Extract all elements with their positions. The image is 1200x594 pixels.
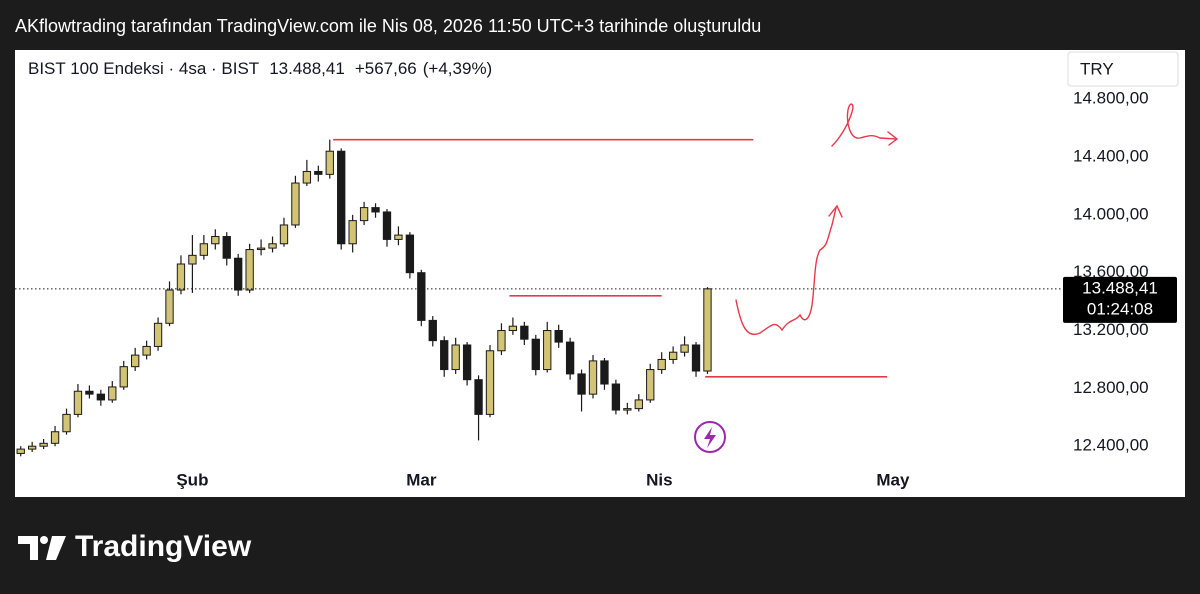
scribble-path	[831, 103, 897, 147]
candle-body	[153, 322, 163, 347]
arrow-head	[828, 204, 843, 218]
candle-body	[256, 247, 266, 251]
candle-body	[291, 182, 300, 226]
symbol-line: BIST 100 Endeksi · 4sa · BIST 13.488,41 +5…	[28, 59, 492, 78]
candle-body	[405, 234, 415, 274]
candle-body	[337, 150, 346, 245]
attribution: AKflowtrading tarafından TradingView.com…	[15, 16, 761, 36]
candle-body	[588, 360, 598, 395]
candle-body	[703, 288, 712, 372]
candle-body	[531, 338, 540, 371]
candle-body	[28, 445, 37, 450]
change-percent: (+4,39%)	[423, 59, 492, 78]
candle-body	[222, 236, 231, 259]
candle-body	[165, 289, 174, 324]
candle-body	[108, 386, 117, 401]
candle-body	[39, 442, 48, 447]
y-tick-label: 13.600,00	[1073, 262, 1149, 281]
candle-body	[554, 330, 563, 343]
candle-body	[440, 340, 449, 371]
candle-body	[176, 263, 186, 291]
candle-body	[634, 399, 643, 410]
candle-body	[646, 369, 655, 401]
y-tick-label: 14.800,00	[1073, 89, 1149, 108]
candle-body	[497, 330, 506, 352]
candle-body	[565, 341, 575, 375]
x-tick-label: Nis	[646, 470, 672, 489]
candle-body	[382, 211, 392, 240]
candle-body	[508, 325, 518, 332]
candle-body	[16, 448, 25, 454]
change: +567,66	[355, 59, 417, 78]
currency-button[interactable]	[1067, 51, 1179, 87]
candle-body	[348, 220, 357, 245]
candle-body	[131, 354, 140, 368]
candle-body	[485, 350, 495, 415]
candle-body	[245, 249, 254, 291]
candle-body	[314, 170, 323, 175]
lightning-icon	[694, 421, 726, 453]
candle-body	[50, 431, 60, 444]
candle-body	[680, 344, 689, 353]
candle-body	[474, 379, 483, 415]
x-tick-label: Mar	[406, 470, 437, 489]
candle-body	[451, 344, 460, 371]
candle-body	[234, 257, 243, 291]
x-tick-label: Şub	[176, 470, 208, 489]
candle-body	[668, 351, 678, 360]
candle-body	[211, 236, 220, 245]
candle-body	[428, 319, 437, 342]
candle-body	[691, 344, 701, 372]
candle-body	[85, 390, 94, 395]
candle-body	[462, 344, 472, 381]
plot: 12.400,00 12.800,00 13.200,00 13.600,00 14.0…	[15, 89, 1177, 489]
candle-body	[394, 234, 403, 240]
y-tick-label: 12.400,00	[1073, 436, 1149, 455]
symbol: BIST 100 Endeksi · 4sa · BIST	[28, 59, 259, 78]
x-tick-label: May	[876, 470, 910, 489]
candle-body	[600, 360, 609, 385]
brand: TradingView	[75, 530, 252, 563]
candle-body	[62, 413, 71, 433]
candle-body	[325, 150, 334, 175]
candle-body	[657, 358, 666, 371]
arrow-head	[887, 131, 899, 146]
projection-path	[735, 207, 837, 336]
candle-body	[371, 207, 380, 213]
candle-body	[96, 393, 106, 401]
legend: BIST 100 Endeksi · 4sa · BIST 13.488,41 +5…	[28, 59, 492, 78]
candle-body	[302, 170, 312, 184]
candle-body	[119, 366, 128, 388]
candle-body	[199, 243, 209, 256]
candle-body	[268, 243, 277, 249]
price-tag	[1063, 276, 1177, 323]
candle-body	[611, 383, 621, 411]
candle-body	[73, 390, 83, 415]
candle-body	[359, 207, 369, 222]
hand-drawings	[735, 103, 899, 336]
brand-logo	[18, 536, 66, 560]
y-tick-label: 12.800,00	[1073, 378, 1149, 397]
y-tick-label: 14.000,00	[1073, 204, 1149, 223]
chart-panel	[15, 50, 1185, 497]
candle-body	[279, 224, 289, 245]
candle-body	[417, 272, 426, 321]
candle-body	[520, 325, 529, 340]
last-price: 13.488,41	[269, 59, 345, 78]
price-tag-value: 13.488,41	[1082, 278, 1158, 297]
price-tag-countdown: 01:24:08	[1087, 299, 1153, 318]
candle-body	[543, 330, 552, 371]
candle-body	[577, 373, 586, 395]
currency[interactable]: TRY	[1080, 59, 1114, 78]
candle-body	[188, 254, 197, 265]
y-tick-label: 14.400,00	[1073, 146, 1149, 165]
candle-body	[623, 408, 632, 411]
y-tick-label: 13.200,00	[1073, 320, 1149, 339]
candle-body	[142, 345, 151, 356]
